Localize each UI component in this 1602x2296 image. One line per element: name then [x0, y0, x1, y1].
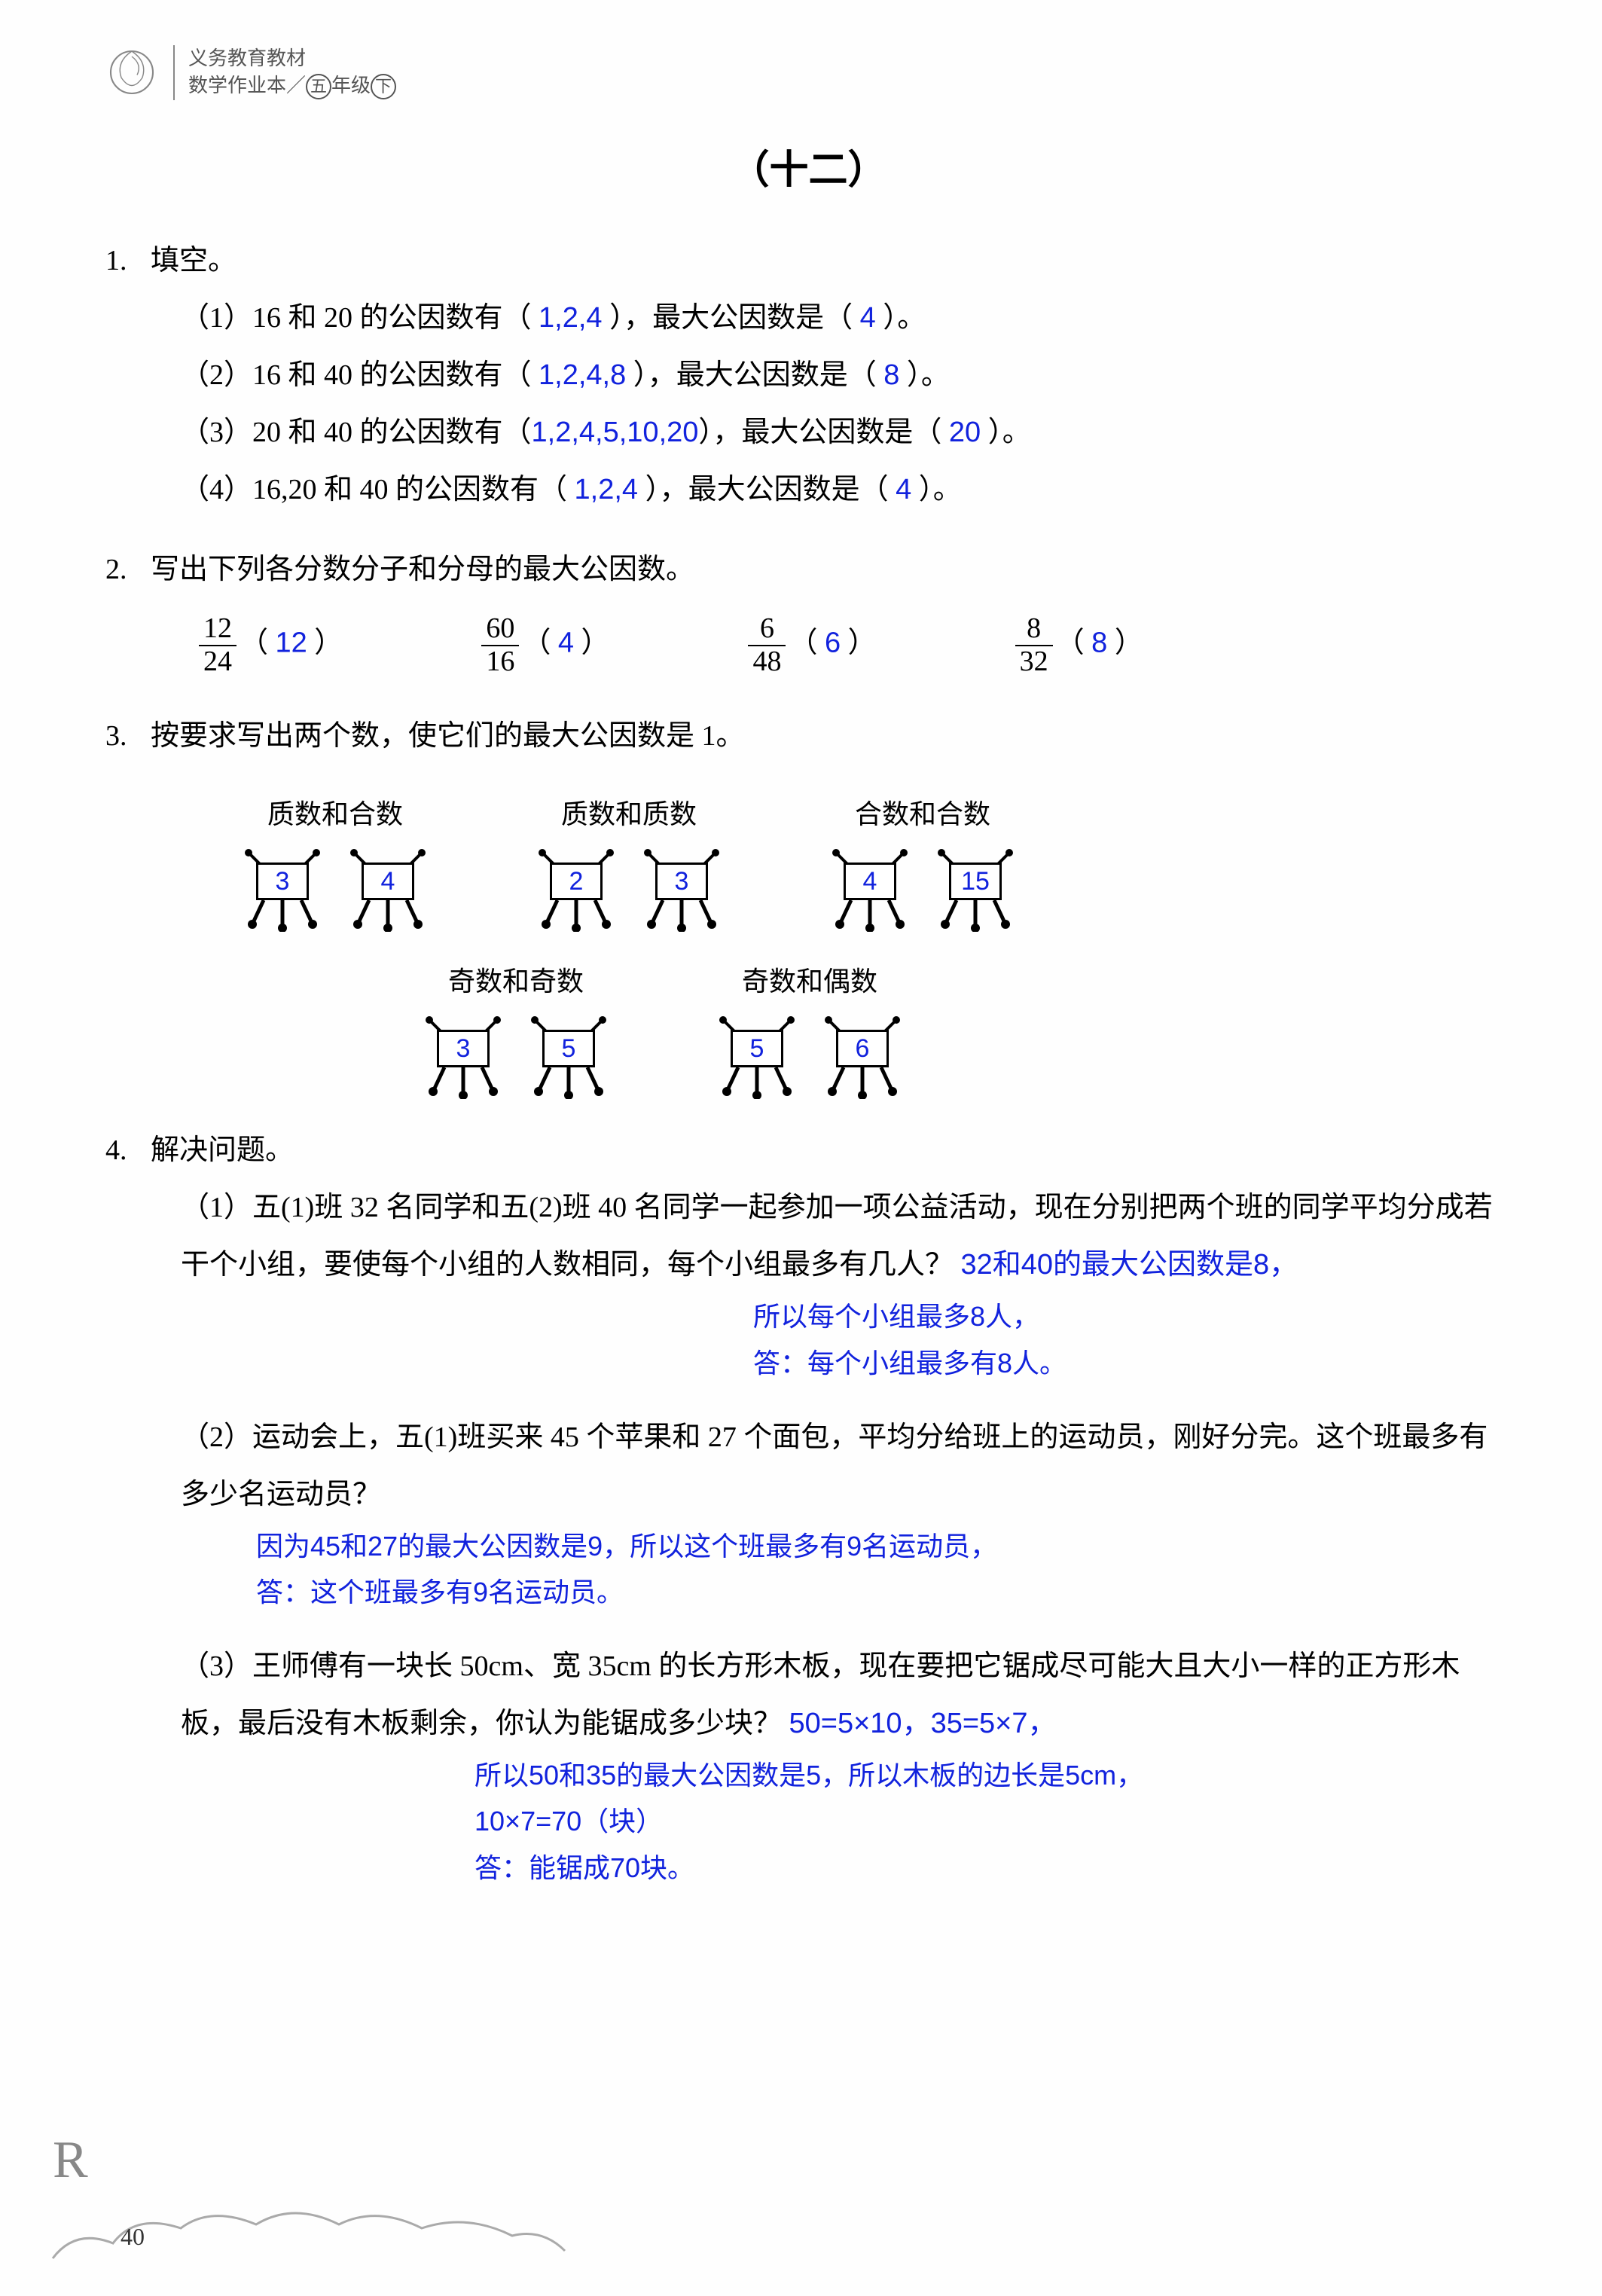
q1-num: 1.	[105, 232, 151, 289]
bug-icon: 5	[716, 1016, 798, 1099]
q4-stem: 解决问题。	[151, 1134, 294, 1166]
page-header: 义务教育教材 数学作业本／五年级下	[105, 45, 1512, 100]
q1-2-ans2: 8	[883, 359, 899, 391]
q4-p1: （1）五(1)班 32 名同学和五(2)班 40 名同学一起参加一项公益活动，现…	[105, 1179, 1512, 1385]
q1-item-2: （2）16 和 40 的公因数有（ 1,2,4,8 ），最大公因数是（ 8 ）。	[105, 347, 1512, 404]
grade-badge-1: 五	[306, 74, 331, 99]
bug-icon: 6	[821, 1016, 904, 1099]
question-1: 1.填空。 （1）16 和 20 的公因数有（ 1,2,4 ），最大公因数是（ …	[105, 232, 1512, 518]
frac-item: 648（ 6 ）	[745, 613, 876, 678]
bug-group: 质数和合数 3 4	[241, 787, 429, 932]
bug-group: 合数和合数 4 15	[828, 787, 1017, 932]
page: 义务教育教材 数学作业本／五年级下 （十二） 1.填空。 （1）16 和 20 …	[0, 0, 1602, 2296]
q4-num: 4.	[105, 1122, 151, 1179]
frac-item: 1224（ 12 ）	[196, 613, 343, 678]
bug-icon: 3	[640, 849, 723, 932]
q1-item-1: （1）16 和 20 的公因数有（ 1,2,4 ），最大公因数是（ 4 ）。	[105, 289, 1512, 347]
q1-1-ans2: 4	[860, 302, 876, 334]
q2-num: 2.	[105, 541, 151, 598]
frac-item: 6016（ 4 ）	[478, 613, 609, 678]
grade-badge-2: 下	[371, 74, 396, 99]
bug-group: 奇数和奇数 3 5	[422, 954, 610, 1099]
bug-group: 奇数和偶数 5 6	[716, 954, 904, 1099]
q3-stem: 按要求写出两个数，使它们的最大公因数是 1。	[151, 720, 745, 752]
bug-icon: 5	[527, 1016, 610, 1099]
q4-p2: （2）运动会上，五(1)班买来 45 个苹果和 27 个面包，平均分给班上的运动…	[105, 1409, 1512, 1615]
page-number: 40	[121, 2223, 145, 2251]
chapter-title: （十二）	[105, 138, 1512, 194]
header-line1: 义务教育教材	[188, 45, 396, 72]
bug-group: 质数和质数 2 3	[535, 787, 723, 932]
header-line2: 数学作业本／五年级下	[188, 72, 396, 99]
q1-4-ans1: 1,2,4	[575, 474, 639, 505]
bug-icon: 4	[346, 849, 429, 932]
logo-icon	[105, 46, 158, 99]
q2-fractions: 1224（ 12 ） 6016（ 4 ） 648（ 6 ） 832（ 8 ）	[105, 613, 1512, 678]
bug-icon: 3	[422, 1016, 505, 1099]
q3-row1: 质数和合数 3 4 质数和质数 2	[105, 787, 1512, 932]
bug-icon: 3	[241, 849, 324, 932]
bug-icon: 15	[934, 849, 1017, 932]
q1-1-ans1: 1,2,4	[539, 302, 603, 334]
q1-3-ans1: 1,2,4,5,10,20	[532, 417, 699, 448]
q1-4-ans2: 4	[896, 474, 911, 505]
q2-stem: 写出下列各分数分子和分母的最大公因数。	[151, 554, 694, 585]
q1-item-3: （3）20 和 40 的公因数有（1,2,4,5,10,20），最大公因数是（ …	[105, 404, 1512, 461]
q1-3-ans2: 20	[949, 417, 981, 448]
question-4: 4.解决问题。 （1）五(1)班 32 名同学和五(2)班 40 名同学一起参加…	[105, 1122, 1512, 1890]
frac-item: 832（ 8 ）	[1012, 613, 1143, 678]
bug-icon: 2	[535, 849, 618, 932]
q1-stem: 填空。	[151, 245, 236, 276]
q1-2-ans1: 1,2,4,8	[539, 359, 626, 391]
q4-p3: （3）王师傅有一块长 50cm、宽 35cm 的长方形木板，现在要把它锯成尽可能…	[105, 1638, 1512, 1891]
header-text: 义务教育教材 数学作业本／五年级下	[173, 45, 396, 100]
q3-row2: 奇数和奇数 3 5 奇数和偶数 5	[105, 954, 1512, 1099]
question-3: 3.按要求写出两个数，使它们的最大公因数是 1。 质数和合数 3 4 质数和质数	[105, 707, 1512, 1099]
question-2: 2.写出下列各分数分子和分母的最大公因数。 1224（ 12 ） 6016（ 4…	[105, 541, 1512, 678]
bug-icon: 4	[828, 849, 911, 932]
letter-r-icon: R	[53, 2130, 88, 2191]
q1-item-4: （4）16,20 和 40 的公因数有（ 1,2,4 ），最大公因数是（ 4 ）…	[105, 461, 1512, 518]
q3-num: 3.	[105, 707, 151, 765]
